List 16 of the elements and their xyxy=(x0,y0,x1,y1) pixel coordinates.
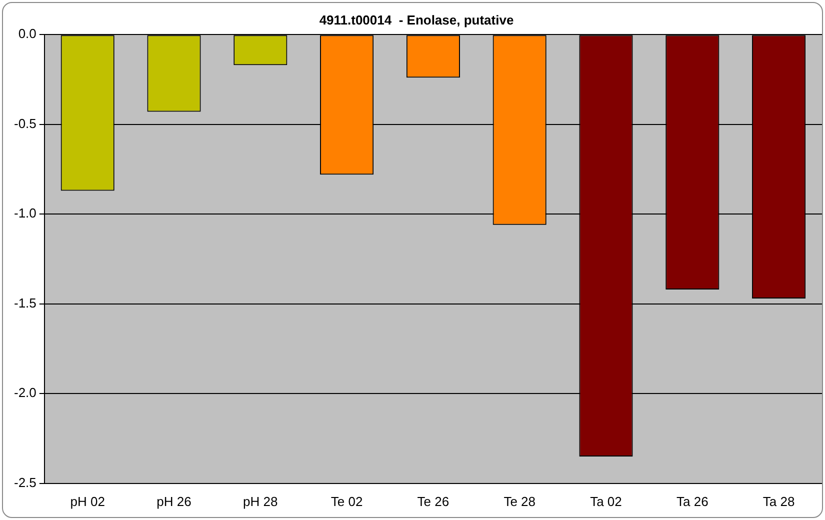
x-tick-label: pH 02 xyxy=(70,494,105,509)
x-tick-label: pH 28 xyxy=(243,494,278,509)
y-tick-label: -2.0 xyxy=(14,385,36,400)
chart-title: 4911.t00014 - Enolase, putative xyxy=(319,12,514,28)
y-tick-label: -1.0 xyxy=(14,206,36,221)
x-tick-label: Ta 02 xyxy=(590,494,622,509)
x-tick-label: pH 26 xyxy=(156,494,192,509)
x-tick-label: Ta 28 xyxy=(762,494,795,509)
x-tick-label: Te 02 xyxy=(330,494,363,509)
x-tick-label: Ta 26 xyxy=(676,494,708,509)
y-tick-label: -1.5 xyxy=(14,295,36,310)
y-tick-label: 0.0 xyxy=(18,26,36,42)
y-tick-label: -2.5 xyxy=(14,474,36,490)
x-tick-label: Te 28 xyxy=(504,494,536,509)
x-tick-label: Te 26 xyxy=(417,494,450,509)
y-tick-label: -0.5 xyxy=(14,116,36,131)
